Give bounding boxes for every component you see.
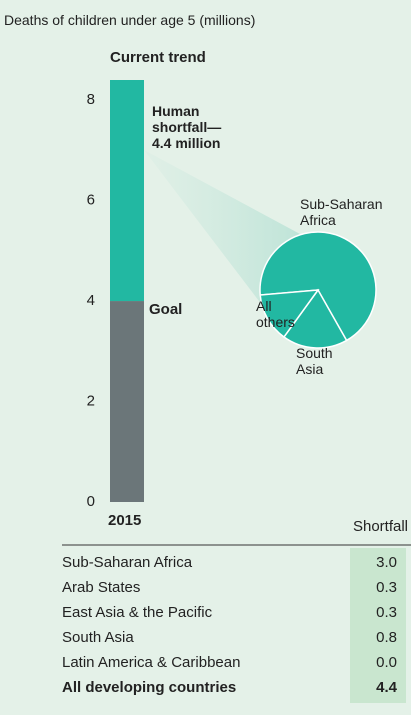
y-tick-label: 0 — [87, 493, 95, 510]
row-value: 0.0 — [376, 654, 397, 671]
pie-slice — [259, 231, 377, 342]
pie-label: South Asia — [296, 345, 333, 377]
bar-segment — [110, 301, 144, 502]
y-axis-label: Deaths of children under age 5 (millions… — [4, 12, 256, 28]
row-value: 3.0 — [376, 554, 397, 571]
row-label: South Asia — [62, 629, 134, 646]
x-tick-label: 2015 — [108, 512, 141, 529]
y-tick-label: 6 — [87, 192, 95, 209]
value-column — [350, 548, 406, 703]
row-value: 0.3 — [376, 579, 397, 596]
bar-segment — [110, 80, 144, 302]
y-tick-label: 8 — [87, 91, 95, 108]
pie-label: All others — [256, 298, 295, 330]
row-label: East Asia & the Pacific — [62, 604, 213, 621]
table-header: Shortfall — [353, 518, 408, 535]
callout-wedge — [144, 150, 300, 305]
row-label: Arab States — [62, 579, 140, 596]
segment-label: Goal — [149, 301, 182, 318]
y-tick-label: 4 — [87, 292, 95, 309]
row-value: 4.4 — [376, 679, 398, 696]
row-label: Sub-Saharan Africa — [62, 554, 193, 571]
y-tick-label: 2 — [87, 392, 95, 409]
pie-slice — [282, 288, 348, 349]
annotation: Human shortfall— 4.4 million — [152, 103, 222, 151]
pie-label: Sub-Saharan Africa — [300, 196, 383, 228]
row-label: Latin America & Caribbean — [62, 654, 240, 671]
segment-label: Current trend — [110, 49, 206, 66]
row-label: All developing countries — [62, 679, 236, 696]
row-value: 0.3 — [376, 604, 397, 621]
row-value: 0.8 — [376, 629, 397, 646]
pie-slice — [259, 289, 320, 339]
